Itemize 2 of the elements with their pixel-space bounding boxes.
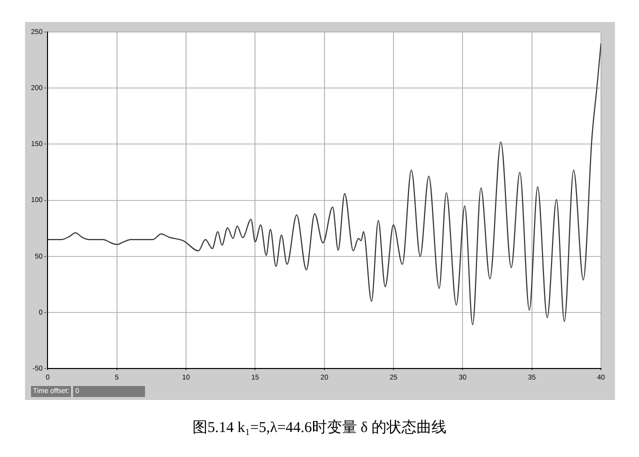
line-series (48, 42, 601, 326)
text: 图5.14 k₁=5,λ=44.6时变量 δ 的状态曲线 (192, 418, 448, 437)
